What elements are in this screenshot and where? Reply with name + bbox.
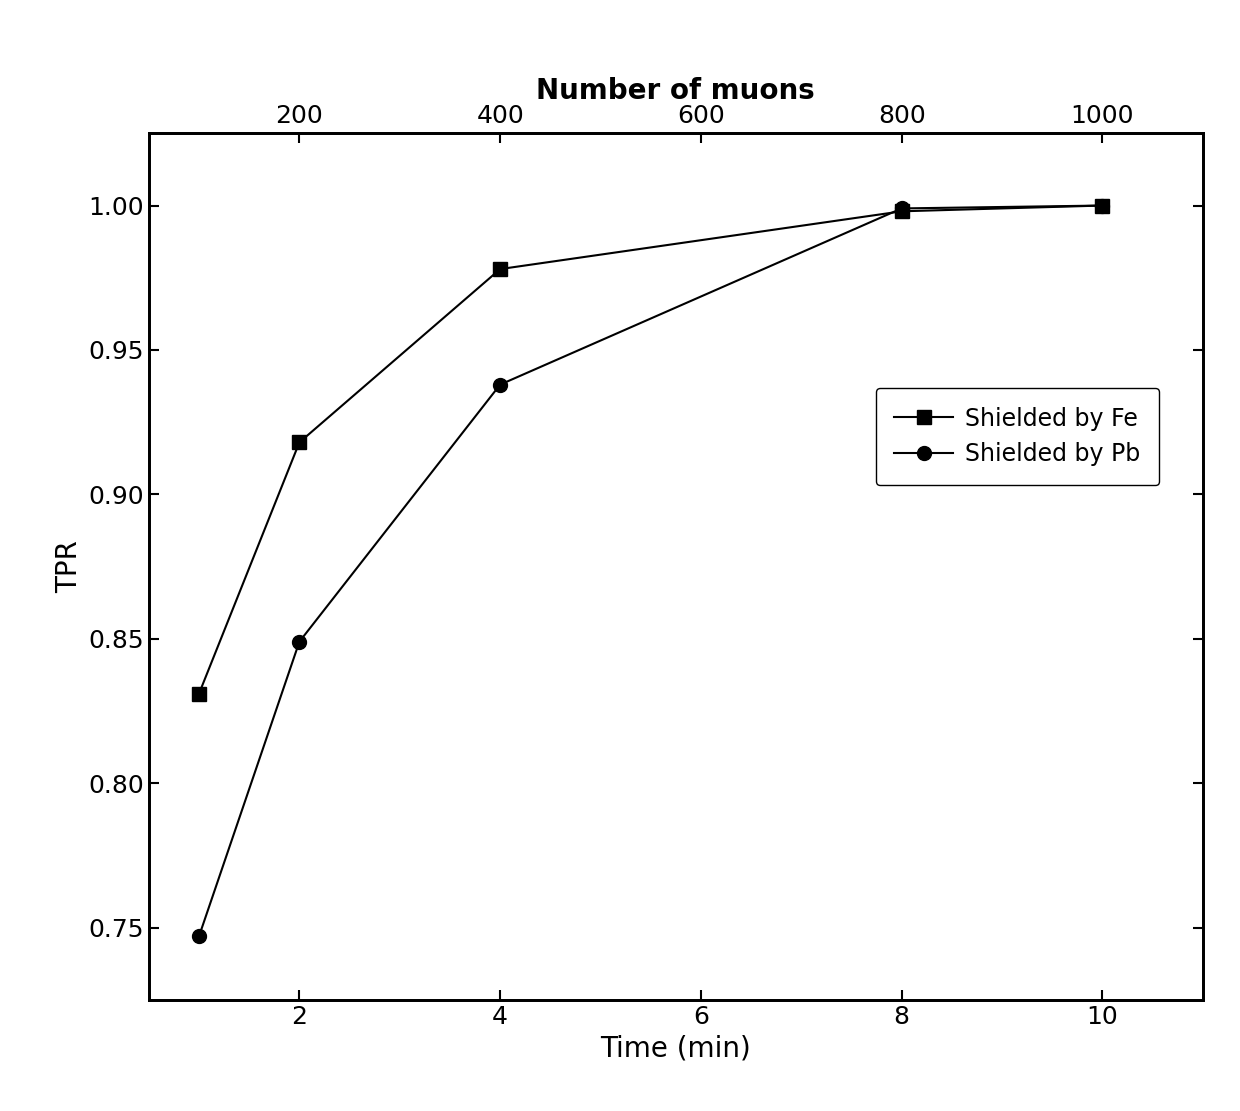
Legend: Shielded by Fe, Shielded by Pb: Shielded by Fe, Shielded by Pb (875, 388, 1159, 486)
Shielded by Fe (191, 687, 206, 700)
Line: Shielded by Fe: Shielded by Fe (192, 199, 1110, 701)
Shielded by Pb (894, 202, 909, 216)
Y-axis label: TPR: TPR (55, 540, 83, 593)
Shielded by Fe (894, 204, 909, 218)
X-axis label: Number of muons: Number of muons (537, 77, 815, 104)
Shielded by Fe (492, 262, 507, 276)
Shielded by Pb (492, 378, 507, 391)
Line: Shielded by Pb: Shielded by Pb (192, 199, 1110, 943)
Shielded by Pb (291, 635, 306, 649)
Shielded by Fe (1095, 199, 1110, 212)
Shielded by Pb (191, 930, 206, 943)
X-axis label: Time (min): Time (min) (600, 1034, 751, 1062)
Shielded by Fe (291, 436, 306, 449)
Shielded by Pb (1095, 199, 1110, 212)
